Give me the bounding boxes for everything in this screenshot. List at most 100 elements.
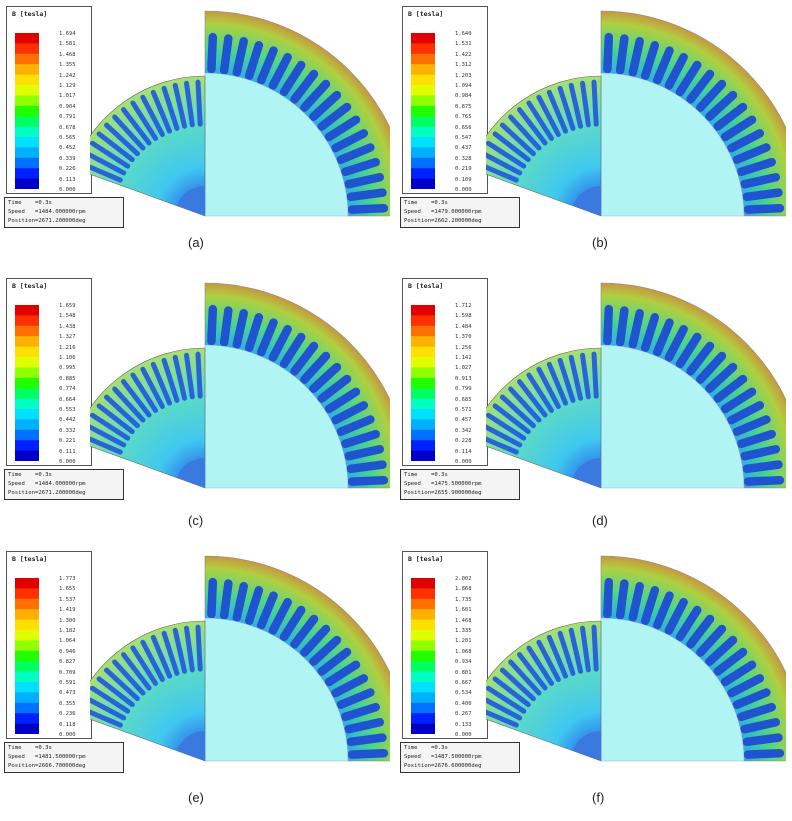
stator-slot (331, 674, 369, 698)
rotor-bar (172, 354, 188, 401)
stator-slot (300, 79, 331, 112)
rotor-bar (90, 152, 127, 176)
stator-slot (317, 647, 352, 676)
rotor-bar (580, 625, 591, 673)
rotor-bar (161, 85, 180, 131)
stator-slot (686, 69, 715, 104)
colorbar-tick-label: 0.457 (455, 417, 472, 424)
legend-box: B [tesla] 1.773 1.655 1.537 1.419 1.300 1.182 1… (6, 551, 92, 739)
colorbar-tick-label: 0.342 (455, 427, 472, 434)
rotor-bar (150, 361, 173, 406)
panel-b: B [tesla] 1.640 1.531 1.422 1.312 1.203 1.094 0… (396, 0, 792, 273)
colorbar-tick-label: 1.598 (455, 313, 472, 320)
colorbar-tick-label: 0.133 (455, 721, 472, 728)
colorbar-segment (411, 440, 435, 451)
rotor-bar (104, 667, 140, 702)
colorbar-segment (411, 157, 435, 169)
stator-slot (686, 614, 715, 649)
stator-slot (640, 41, 660, 81)
rotor-bar (526, 100, 555, 141)
stator-slot (727, 129, 765, 153)
rotor-bar (508, 659, 542, 696)
stator-slot (244, 313, 264, 353)
stator-slot (279, 332, 306, 369)
colorbar-segment (411, 702, 435, 714)
rotor-bar (557, 357, 576, 403)
colorbar-tick-label: 0.656 (455, 124, 472, 131)
stator-slot (268, 52, 292, 90)
legend-box: B [tesla] 1.659 1.548 1.438 1.327 1.216 1.106 0… (6, 278, 92, 466)
colorbar-tick-label: 0.709 (59, 669, 76, 676)
stator-slot (675, 605, 702, 642)
rotor-bar (591, 79, 599, 127)
panel-caption: (b) (592, 235, 608, 250)
colorbar-tick-label: 1.327 (59, 334, 76, 341)
colorbar-segment (15, 95, 39, 107)
air-gap-region (204, 617, 349, 762)
colorbar-tick-label: 1.142 (455, 355, 472, 361)
stator-slot (653, 46, 674, 85)
colorbar-segment (411, 630, 435, 641)
info-value-position: =2671.200000deg (35, 490, 86, 496)
rotor-bar (557, 85, 576, 131)
rotor-bar (526, 372, 555, 413)
stator-slot (640, 586, 660, 626)
colorbar-segment (411, 661, 435, 672)
colorbar-segment (15, 640, 39, 652)
air-gap-region (600, 344, 745, 489)
stator-slot (732, 143, 771, 164)
colorbar-tick-label: 1.242 (59, 72, 76, 79)
rotor-bar (96, 131, 135, 163)
colorbar-segment (411, 598, 435, 610)
legend-title: B [tesla] (408, 10, 444, 18)
stator-slot (257, 318, 278, 357)
colorbar-segment (15, 450, 39, 461)
colorbar-segment (411, 147, 435, 159)
colorbar-tick-label: 0.111 (59, 448, 76, 455)
rotor-bar (90, 164, 123, 183)
stator-slot (603, 577, 614, 619)
colorbar-tick-label: 1.537 (59, 596, 76, 603)
rotor-bar (112, 386, 146, 423)
flux-density-plot (90, 555, 390, 762)
stator-slot (664, 52, 688, 90)
simulation-info-box: Time =0.3s Speed =1479.000000rpm Position =26… (400, 197, 520, 228)
rotor-bar (184, 80, 195, 128)
rotor-bar (104, 394, 140, 429)
colorbar-tick-label: 0.591 (59, 680, 76, 686)
colorbar-tick-label: 1.468 (59, 51, 76, 58)
info-label-position: Position (404, 490, 431, 496)
shaft-region (572, 731, 601, 761)
colorbar-segment (15, 671, 39, 683)
legend-title: B [tesla] (408, 282, 444, 290)
colorbar-segment (411, 388, 435, 399)
colorbar-segment (15, 578, 39, 589)
stator-slot (675, 60, 702, 97)
stator-slot (686, 341, 715, 376)
colorbar-tick-label: 1.868 (455, 586, 472, 593)
info-label-time: Time (404, 200, 418, 206)
rotor-bar (90, 685, 131, 714)
stator-slot (740, 445, 781, 461)
colorbar-segment (15, 346, 39, 358)
stator-slot (736, 157, 776, 177)
stator-slot (346, 460, 387, 474)
colorbar-segment (15, 43, 39, 55)
info-label-time: Time (404, 745, 418, 751)
stator-slot (207, 32, 218, 74)
stator-slot (675, 332, 702, 369)
colorbar-segment (15, 53, 39, 65)
stator-slot (705, 90, 738, 121)
colorbar-tick-label: 0.109 (455, 176, 472, 183)
rotor-bar (486, 697, 523, 721)
colorbar-tick-label: 0.827 (59, 659, 76, 666)
rotor-bar (557, 630, 576, 676)
colorbar-segment (15, 137, 39, 148)
rotor-bar (96, 403, 135, 435)
rotor-bar (536, 94, 561, 137)
colorbar-tick-label: 1.468 (455, 617, 472, 624)
colorbar-segment (15, 325, 39, 337)
colorbar-tick-label: 0.571 (455, 407, 472, 413)
simulation-info-box: Time =0.3s Speed =1484.000000rpm Position =26… (4, 197, 124, 228)
colorbar-tick-label: 0.667 (455, 680, 472, 686)
